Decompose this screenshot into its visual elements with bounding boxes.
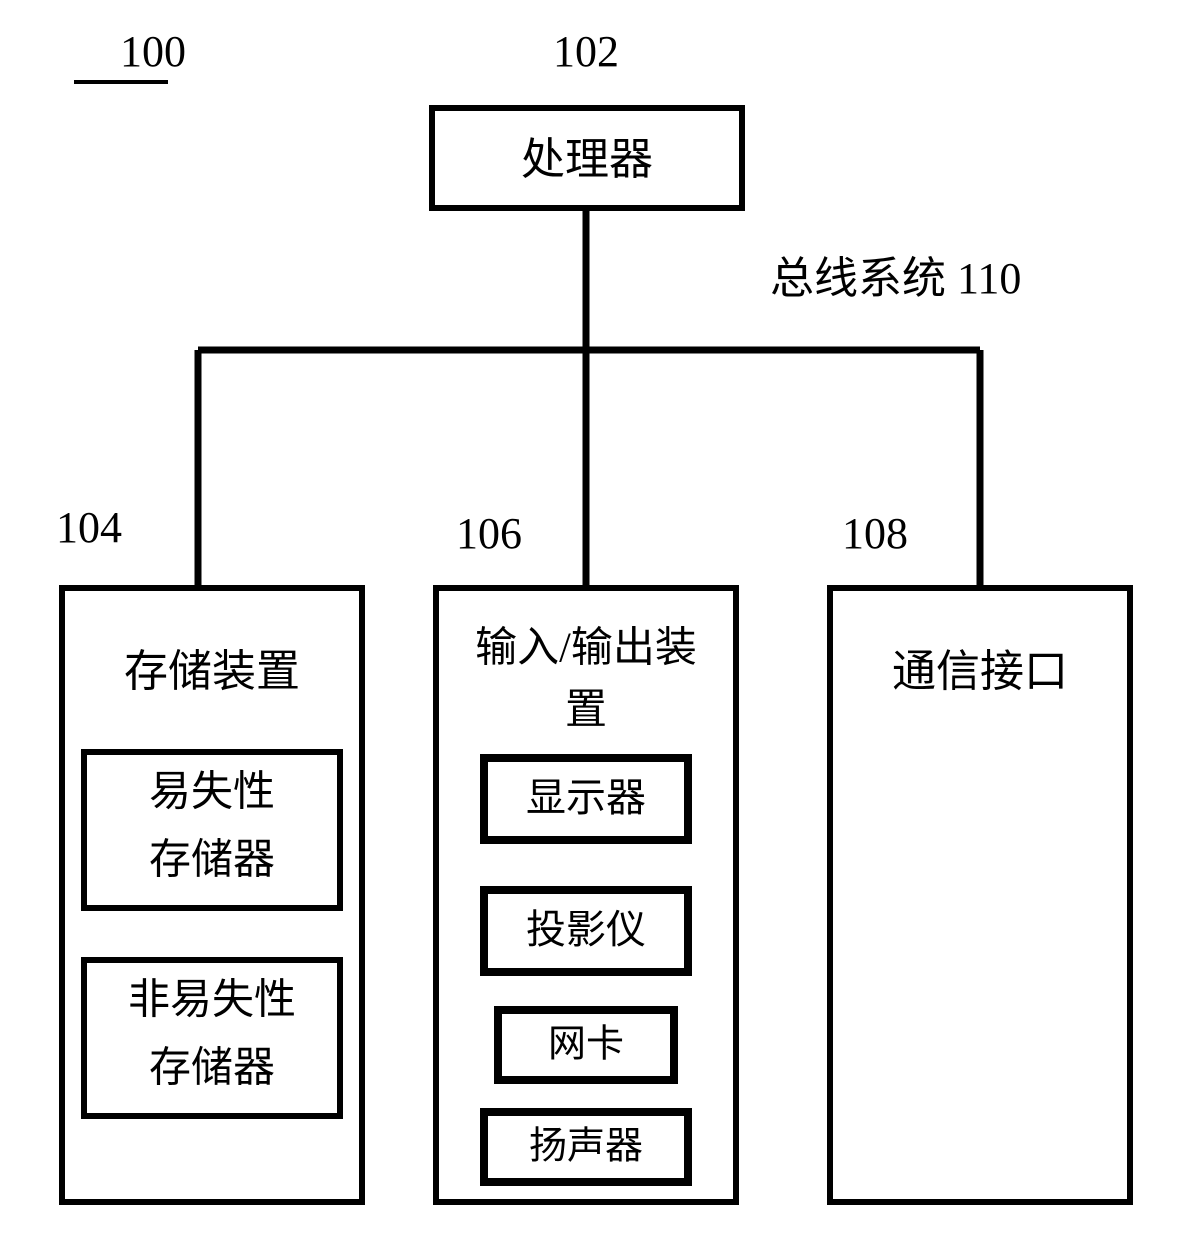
volatile-memory-label-1: 易失性 bbox=[149, 770, 275, 816]
processor-ref-label: 102 bbox=[553, 27, 619, 76]
comm-ref-label: 108 bbox=[842, 509, 908, 558]
nonvolatile-memory-label-1: 非易失性 bbox=[128, 978, 296, 1024]
volatile-memory-label-2: 存储器 bbox=[149, 838, 275, 884]
figure-number: 100 bbox=[120, 27, 186, 76]
io-ref-label: 106 bbox=[456, 509, 522, 558]
display-label: 显示器 bbox=[526, 775, 646, 820]
io-title-1: 输入/输出装 bbox=[475, 626, 697, 672]
bus-label: 总线系统 110 bbox=[770, 254, 1021, 303]
projector-label: 投影仪 bbox=[526, 907, 646, 952]
storage-ref-label: 104 bbox=[56, 503, 122, 552]
speaker-label: 扬声器 bbox=[529, 1126, 643, 1168]
nonvolatile-memory-label-2: 存储器 bbox=[149, 1046, 275, 1092]
system-block-diagram: 100 102 处理器 总线系统 110 104 存储装置 易失性 存储器 非易… bbox=[0, 0, 1192, 1253]
processor-label: 处理器 bbox=[521, 135, 653, 184]
io-title-2: 置 bbox=[565, 688, 607, 734]
nic-label: 网卡 bbox=[548, 1024, 624, 1066]
comm-title: 通信接口 bbox=[892, 647, 1068, 696]
storage-title: 存储装置 bbox=[124, 647, 300, 696]
